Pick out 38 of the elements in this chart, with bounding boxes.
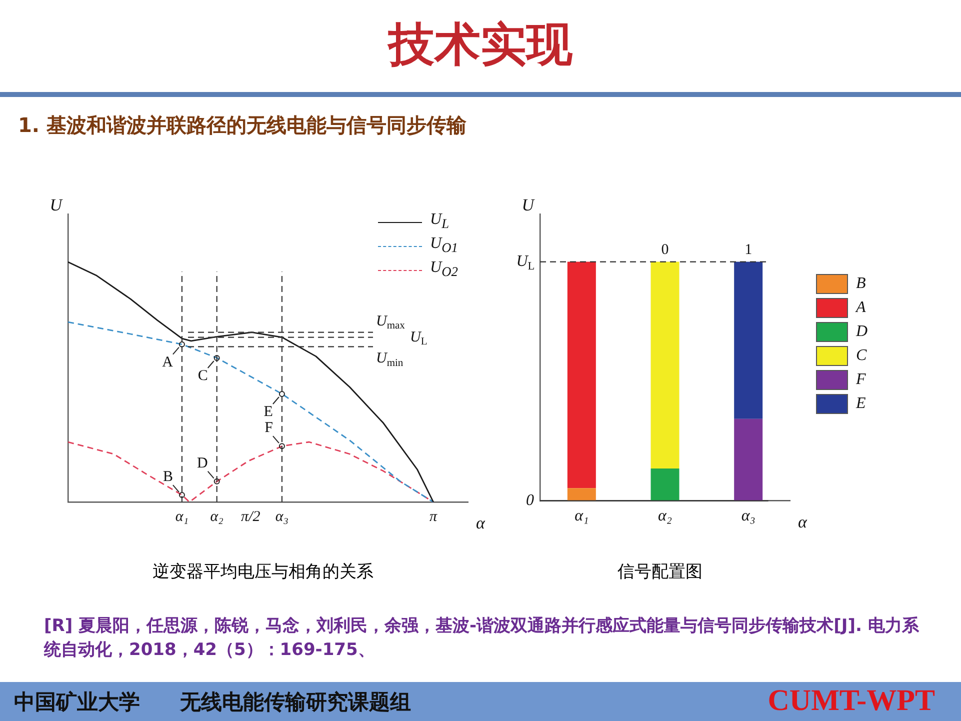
x-tick-label: π [430,508,438,525]
text: 逆变器平均电压与相角的关系 [152,561,374,583]
x-tick-label: π/2 [241,508,261,525]
annotation: F [264,420,273,436]
x-tick-label: α₂ [658,508,672,525]
annotation: C [198,368,208,384]
legend-label: B [856,275,866,293]
annotation: 0 [661,242,669,258]
text: 技术实现 [386,16,574,73]
text: [R] 夏晨阳，任思源，陈锐，马念，刘利民，余强，基波-谐波双通路并行感应式能量与信号同步传输技术[J]. 电力系统自动化，2018，42（5）：169-175、 [44,615,920,662]
legend-label: U$_{O1}$ [430,235,458,257]
x-axis-title: α [476,513,486,532]
annotation: A [162,354,174,370]
ref-line-label: 0 [526,492,534,510]
annotation: 1 [744,242,752,258]
legend-label: U$_{L}$ [430,211,449,233]
legend-label: U$_{O2}$ [430,259,458,281]
legend-label: C [856,347,867,365]
text: 中国矿业大学 [14,689,140,716]
legend-label: D [856,323,868,341]
x-tick-label: α₃ [275,508,288,525]
legend-label: F [856,371,866,389]
x-tick-label: α₂ [210,508,224,525]
text: CUMT-WPT [768,684,935,718]
annotation: D [196,455,208,472]
text: 无线电能传输研究课题组 [180,689,411,716]
x-tick-label: α₁ [574,508,589,525]
text: 信号配置图 [616,561,704,583]
annotation: E [264,404,273,420]
y-axis-title: U [50,195,64,214]
y-axis-title: U [522,195,536,214]
x-tick-label: α₁ [175,508,188,525]
legend-label: A [856,299,866,317]
x-tick-label: α₃ [741,508,756,525]
annotation: B [162,468,173,485]
x-axis-title: α [798,512,808,532]
text: 1. 基波和谐波并联路径的无线电能与信号同步传输 [18,112,466,139]
legend-label: E [856,395,866,413]
